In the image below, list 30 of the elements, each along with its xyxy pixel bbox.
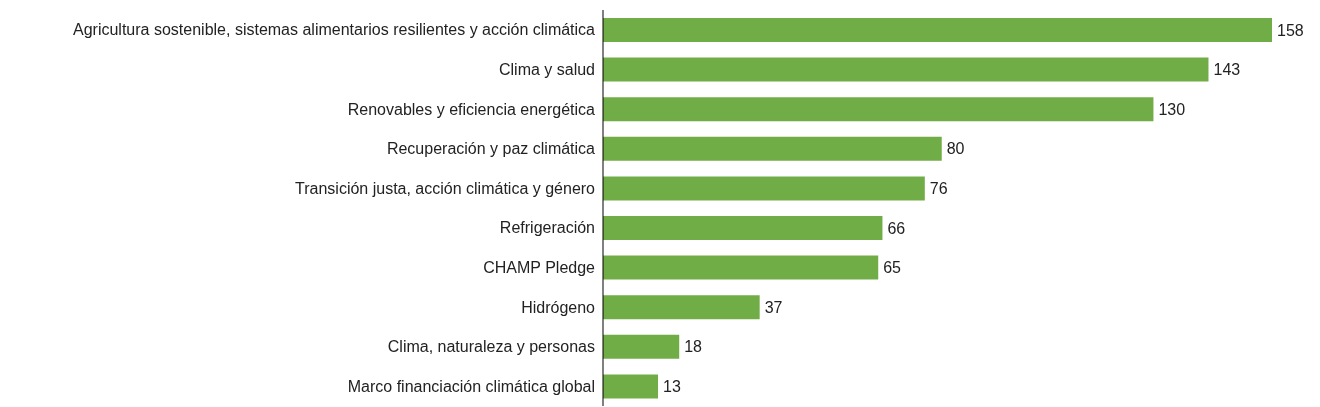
data-label: 76	[929, 180, 948, 198]
y-tick-label: CHAMP Pledge	[483, 259, 596, 277]
bar	[603, 255, 879, 280]
data-label: 158	[1277, 21, 1304, 39]
bar	[603, 334, 680, 359]
data-label: 13	[663, 378, 681, 396]
bar	[603, 18, 1272, 42]
data-label: 18	[684, 338, 703, 356]
data-label: 130	[1158, 100, 1186, 118]
y-tick-label: Recuperación y paz climática	[386, 140, 596, 158]
bar	[603, 136, 942, 161]
data-label: 65	[883, 259, 902, 277]
y-tick-label: Clima, naturaleza y personas	[387, 338, 595, 356]
data-label: 143	[1213, 61, 1241, 79]
bar	[603, 216, 883, 240]
bar	[603, 97, 1154, 122]
data-label: 37	[764, 298, 783, 316]
y-tick-label: Marco financiación climática global	[347, 377, 595, 395]
bar	[603, 374, 659, 399]
bar	[603, 295, 760, 320]
data-label: 80	[946, 140, 965, 158]
bar	[603, 176, 925, 201]
data-label: 66	[887, 219, 906, 237]
y-tick-label: Hidrógeno	[521, 298, 596, 316]
bar	[603, 57, 1209, 82]
y-tick-label: Renovables y eficiencia energética	[347, 100, 596, 118]
y-tick-label: Clima y salud	[498, 61, 595, 79]
y-tick-label: Transición justa, acción climática y género	[295, 179, 596, 197]
y-tick-label: Agricultura sostenible, sistemas alimentarios resilientes y acción climática	[73, 21, 596, 39]
y-tick-label: Refrigeración	[499, 219, 595, 237]
